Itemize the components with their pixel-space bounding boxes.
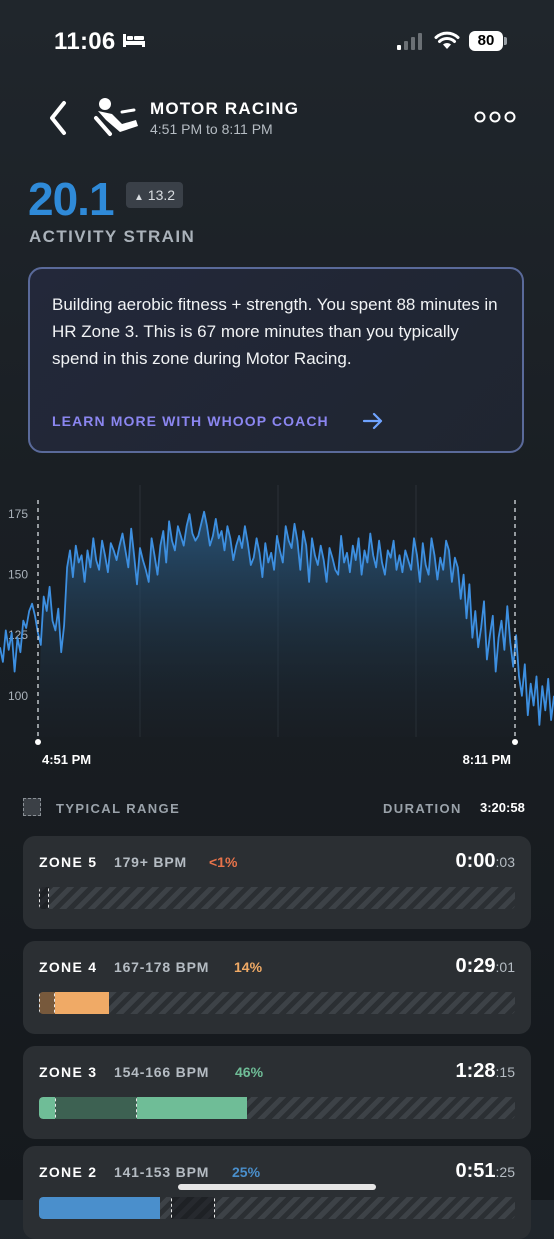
battery-tip: [504, 37, 507, 45]
zone-typical-range: [39, 887, 49, 909]
y-tick-label: 100: [8, 689, 28, 703]
duration-label: DURATION: [383, 801, 462, 816]
zone-bpm-range: 154-166 BPM: [114, 1064, 210, 1080]
start-time-label: 4:51 PM: [42, 752, 91, 767]
zone-name: ZONE 5: [39, 854, 98, 870]
zone-progress-track: [39, 1097, 515, 1119]
heart-rate-line: [0, 510, 554, 726]
zone-name: ZONE 2: [39, 1164, 98, 1180]
zone-card[interactable]: ZONE 5 179+ BPM <1% 0:00:03: [23, 836, 531, 929]
zone-bpm-range: 141-153 BPM: [114, 1164, 210, 1180]
coach-insight-text: Building aerobic fitness + strength. You…: [52, 295, 498, 368]
zone-duration: 0:51:25: [455, 1160, 516, 1182]
duration-value: 3:20:58: [480, 800, 525, 815]
zone-bpm-range: 167-178 BPM: [114, 959, 210, 975]
zone-duration: 0:00:03: [455, 850, 516, 872]
strain-delta-value: 13.2: [147, 187, 176, 203]
end-time-label: 8:11 PM: [463, 752, 511, 767]
motor-racing-icon: [94, 98, 138, 136]
zone-percent: <1%: [209, 854, 238, 870]
heart-rate-chart: 175 150 125 100 4:51 PM 8:11 PM: [0, 485, 554, 767]
zone-name: ZONE 4: [39, 959, 98, 975]
start-marker-dot: [35, 739, 41, 745]
zone-typical-range: [171, 1197, 215, 1219]
strain-value: 20.1: [28, 173, 115, 225]
strain-label: ACTIVITY STRAIN: [29, 227, 196, 246]
y-tick-label: 125: [8, 628, 28, 642]
zone-card[interactable]: ZONE 4 167-178 BPM 14% 0:29:01: [23, 941, 531, 1034]
home-indicator[interactable]: [178, 1184, 376, 1190]
end-marker-dot: [512, 739, 518, 745]
zone-progress-track: [39, 992, 515, 1014]
zone-typical-range: [39, 992, 55, 1014]
coach-insight-card: Building aerobic fitness + strength. You…: [28, 267, 524, 453]
zone-percent: 14%: [234, 959, 263, 975]
zone-duration: 0:29:01: [455, 955, 516, 977]
activity-title: MOTOR RACING: [150, 99, 300, 118]
typical-range-swatch: [23, 798, 41, 816]
sleep-focus-icon: [123, 34, 145, 47]
zone-duration: 1:28:15: [455, 1060, 516, 1082]
zone-progress-track: [39, 1197, 515, 1219]
activity-time-range: 4:51 PM to 8:11 PM: [150, 121, 273, 137]
strain-delta-badge: ▲ 13.2: [126, 182, 184, 208]
zone-card[interactable]: ZONE 2 141-153 BPM 25% 0:51:25: [23, 1146, 531, 1239]
learn-more-link[interactable]: LEARN MORE WITH WHOOP COACH: [52, 413, 329, 429]
wifi-icon: [434, 31, 460, 49]
zone-bpm-range: 179+ BPM: [114, 854, 187, 870]
status-time: 11:06: [54, 28, 116, 55]
zone-progress-fill: [39, 1197, 161, 1219]
y-tick-label: 175: [8, 507, 28, 521]
zone-name: ZONE 3: [39, 1064, 98, 1080]
zone-percent: 25%: [232, 1164, 261, 1180]
back-button[interactable]: [44, 98, 74, 138]
up-triangle-icon: ▲: [134, 192, 144, 203]
battery-indicator: 80: [469, 31, 503, 51]
typical-range-label: TYPICAL RANGE: [56, 801, 181, 816]
more-options-button[interactable]: [474, 110, 516, 124]
arrow-right-icon[interactable]: [362, 411, 384, 431]
zone-progress-fill: [39, 992, 109, 1014]
zone-card[interactable]: ZONE 3 154-166 BPM 46% 1:28:15: [23, 1046, 531, 1139]
cellular-signal-icon: [397, 33, 422, 50]
zone-typical-range: [55, 1097, 137, 1119]
zone-progress-track: [39, 887, 515, 909]
zone-percent: 46%: [235, 1064, 264, 1080]
y-tick-label: 150: [8, 568, 28, 582]
